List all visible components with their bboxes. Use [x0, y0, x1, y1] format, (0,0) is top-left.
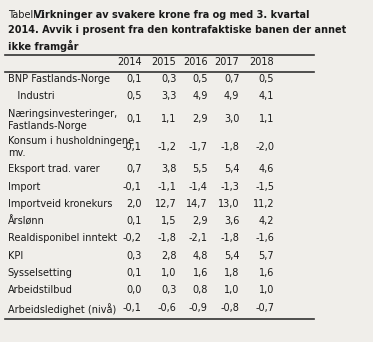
Text: -2,1: -2,1: [189, 234, 208, 244]
Text: 0,3: 0,3: [126, 251, 142, 261]
Text: 2,8: 2,8: [161, 251, 176, 261]
Text: 5,5: 5,5: [192, 164, 208, 174]
Text: 4,6: 4,6: [259, 164, 274, 174]
Text: -0,8: -0,8: [220, 303, 239, 313]
Text: ikke framgår: ikke framgår: [8, 40, 78, 52]
Text: 4,8: 4,8: [192, 251, 208, 261]
Text: 5,4: 5,4: [224, 164, 239, 174]
Text: 4,9: 4,9: [192, 91, 208, 101]
Text: -0,1: -0,1: [123, 182, 142, 192]
Text: 2,9: 2,9: [192, 114, 208, 124]
Text: 0,0: 0,0: [126, 285, 142, 295]
Text: 4,9: 4,9: [224, 91, 239, 101]
Text: -1,8: -1,8: [220, 234, 239, 244]
Text: 4,2: 4,2: [258, 216, 274, 226]
Text: -1,6: -1,6: [255, 234, 274, 244]
Text: 0,1: 0,1: [126, 114, 142, 124]
Text: Import: Import: [8, 182, 40, 192]
Text: 2017: 2017: [215, 57, 239, 67]
Text: 1,1: 1,1: [259, 114, 274, 124]
Text: 1,0: 1,0: [259, 285, 274, 295]
Text: Arbeidsledighet (nivå): Arbeidsledighet (nivå): [8, 303, 116, 315]
Text: Industri: Industri: [8, 91, 54, 101]
Text: 0,1: 0,1: [126, 268, 142, 278]
Text: 0,1: 0,1: [126, 216, 142, 226]
Text: Tabell 1.: Tabell 1.: [8, 10, 51, 20]
Text: 0,7: 0,7: [126, 164, 142, 174]
Text: -1,8: -1,8: [157, 234, 176, 244]
Text: 1,0: 1,0: [161, 268, 176, 278]
Text: -0,1: -0,1: [123, 303, 142, 313]
Text: -0,7: -0,7: [255, 303, 274, 313]
Text: -1,3: -1,3: [220, 182, 239, 192]
Text: -0,6: -0,6: [157, 303, 176, 313]
Text: Realdisponibel inntekt: Realdisponibel inntekt: [8, 234, 117, 244]
Text: 11,2: 11,2: [253, 199, 274, 209]
Text: 3,6: 3,6: [224, 216, 239, 226]
Text: 1,1: 1,1: [161, 114, 176, 124]
Text: -1,7: -1,7: [189, 142, 208, 152]
Text: 13,0: 13,0: [218, 199, 239, 209]
Text: -2,0: -2,0: [255, 142, 274, 152]
Text: Sysselsetting: Sysselsetting: [8, 268, 73, 278]
Text: 1,6: 1,6: [192, 268, 208, 278]
Text: 3,0: 3,0: [224, 114, 239, 124]
Text: 0,5: 0,5: [258, 74, 274, 84]
Text: -1,5: -1,5: [255, 182, 274, 192]
Text: 0,3: 0,3: [161, 285, 176, 295]
Text: 1,8: 1,8: [224, 268, 239, 278]
Text: 1,5: 1,5: [161, 216, 176, 226]
Text: 2,0: 2,0: [126, 199, 142, 209]
Text: 2014. Avvik i prosent fra den kontrafaktiske banen der annet: 2014. Avvik i prosent fra den kontrafakt…: [8, 25, 346, 35]
Text: 0,3: 0,3: [161, 74, 176, 84]
Text: 2,9: 2,9: [192, 216, 208, 226]
Text: 0,1: 0,1: [126, 74, 142, 84]
Text: 2016: 2016: [183, 57, 208, 67]
Text: 3,3: 3,3: [161, 91, 176, 101]
Text: 14,7: 14,7: [186, 199, 208, 209]
Text: Eksport trad. varer: Eksport trad. varer: [8, 164, 99, 174]
Text: -1,8: -1,8: [220, 142, 239, 152]
Text: -0,1: -0,1: [123, 142, 142, 152]
Text: KPI: KPI: [8, 251, 23, 261]
Text: 2014: 2014: [117, 57, 142, 67]
Text: 1,0: 1,0: [224, 285, 239, 295]
Text: 2015: 2015: [151, 57, 176, 67]
Text: -0,9: -0,9: [189, 303, 208, 313]
Text: 5,7: 5,7: [258, 251, 274, 261]
Text: -0,2: -0,2: [123, 234, 142, 244]
Text: 0,8: 0,8: [192, 285, 208, 295]
Text: BNP Fastlands-Norge: BNP Fastlands-Norge: [8, 74, 110, 84]
Text: -1,4: -1,4: [189, 182, 208, 192]
Text: Arbeidstilbud: Arbeidstilbud: [8, 285, 73, 295]
Text: 0,5: 0,5: [126, 91, 142, 101]
Text: 0,7: 0,7: [224, 74, 239, 84]
Text: Virkninger av svakere krone fra og med 3. kvartal: Virkninger av svakere krone fra og med 3…: [34, 10, 309, 20]
Text: -1,1: -1,1: [157, 182, 176, 192]
Text: Årslønn: Årslønn: [8, 216, 44, 226]
Text: 0,5: 0,5: [192, 74, 208, 84]
Text: 2018: 2018: [250, 57, 274, 67]
Text: 12,7: 12,7: [155, 199, 176, 209]
Text: 1,6: 1,6: [259, 268, 274, 278]
Text: Konsum i husholdningene
mv.: Konsum i husholdningene mv.: [8, 136, 134, 158]
Text: 5,4: 5,4: [224, 251, 239, 261]
Text: -1,2: -1,2: [157, 142, 176, 152]
Text: Importveid kronekurs: Importveid kronekurs: [8, 199, 112, 209]
Text: 4,1: 4,1: [259, 91, 274, 101]
Text: Næringsinvesteringer,
Fastlands-Norge: Næringsinvesteringer, Fastlands-Norge: [8, 108, 117, 131]
Text: 3,8: 3,8: [161, 164, 176, 174]
